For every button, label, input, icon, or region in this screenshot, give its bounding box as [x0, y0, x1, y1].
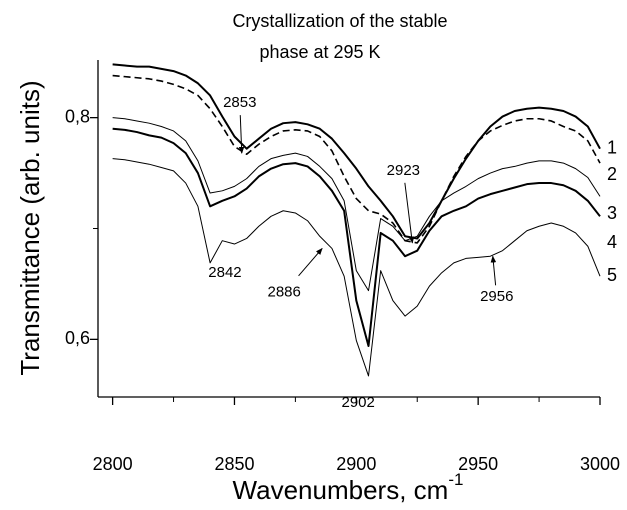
annotation-arrow: [490, 255, 497, 286]
series-label: 1: [607, 137, 617, 157]
chart-title: phase at 295 K: [259, 42, 380, 62]
annotation-arrow: [238, 115, 245, 154]
chart-title: Crystallization of the stable: [232, 11, 447, 31]
x-tick-label: 2900: [336, 454, 376, 474]
series-label: 3: [607, 203, 617, 223]
y-axis-label: Transmittance (arb. units): [15, 80, 45, 375]
annotation-arrow: [298, 247, 323, 277]
series-label: 4: [607, 232, 617, 252]
annotation-arrow: [404, 182, 415, 244]
x-axis-label: Wavenumbers, cm-1: [233, 470, 464, 504]
series-label: 5: [607, 265, 617, 285]
x-axis-label-text: Wavenumbers, cm: [233, 475, 449, 505]
series-label: 2: [607, 164, 617, 184]
x-axis-label-sup: -1: [448, 470, 463, 489]
x-tick-label: 3000: [580, 454, 620, 474]
series-line: [112, 74, 601, 244]
annotation-label: 2842: [208, 264, 241, 281]
x-tick-label: 2800: [93, 454, 133, 474]
annotation-label: 2956: [480, 288, 513, 305]
annotation-label: 2923: [387, 162, 420, 179]
series-line: [112, 127, 601, 348]
y-tick-label: 0,8: [65, 106, 90, 126]
annotation-label: 2886: [268, 283, 301, 300]
series-line: [112, 117, 601, 292]
annotation-label: 2902: [341, 394, 374, 411]
annotation-label: 2853: [223, 94, 256, 111]
y-tick-label: 0,6: [65, 328, 90, 348]
series-line: [112, 63, 601, 240]
x-tick-label: 2850: [214, 454, 254, 474]
x-tick-label: 2950: [458, 454, 498, 474]
series-line: [112, 158, 601, 377]
